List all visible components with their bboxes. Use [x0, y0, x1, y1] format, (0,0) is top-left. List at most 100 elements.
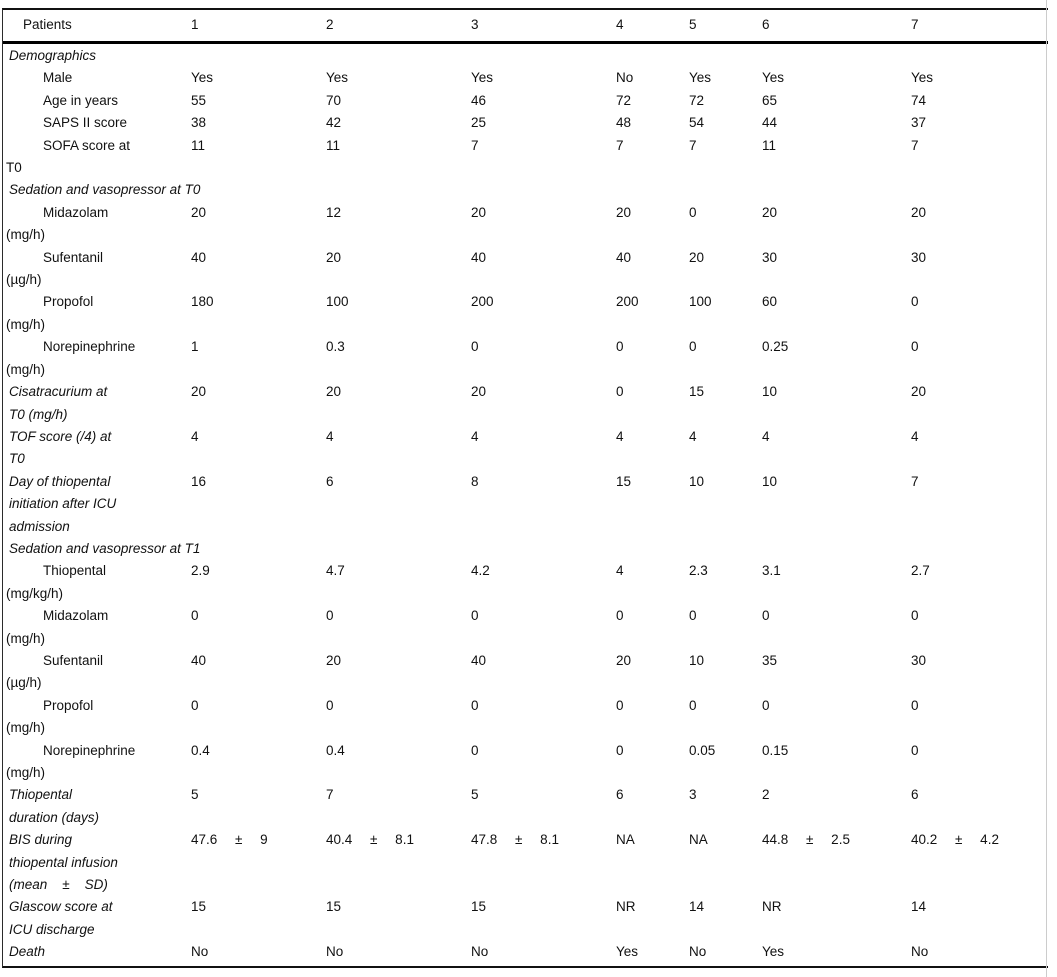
row-label: Day of thiopental initiation after ICU a… [9, 473, 117, 534]
cell-value: 0 [471, 608, 479, 624]
table-row: TOF score (/4) at T0 4 4 4 4 4 4 4 [3, 426, 1048, 471]
cell-value: 0 [762, 697, 770, 713]
cell-value: 47.8 ± 8.1 [471, 832, 559, 848]
cell-value: 0 [616, 339, 624, 355]
row-label: Midazolam (mg/h) [6, 204, 109, 243]
table-row: Midazolam (mg/h) 20 12 20 20 0 20 20 [3, 202, 1048, 247]
cell-value: 72 [616, 92, 632, 108]
cell-value: 0 [762, 608, 770, 624]
cell-value: 40 [616, 249, 632, 265]
cell-value: Yes [911, 70, 934, 86]
cell-value: 40.2 ± 4.2 [911, 832, 999, 848]
cell-value: 15 [471, 899, 487, 915]
row-label: Glascow score at ICU discharge [9, 899, 113, 937]
cell-value: 6 [911, 787, 919, 803]
cell-value: 0 [326, 608, 334, 624]
cell-value: 14 [689, 899, 705, 915]
patient-characteristics-table: Patients 1 2 3 4 5 6 7 Demographics Male Y… [2, 8, 1048, 968]
table-row: Propofol (mg/h) 0 0 0 0 0 0 0 [3, 695, 1048, 740]
cell-value: 40 [191, 249, 207, 265]
cell-value: 44.8 ± 2.5 [762, 832, 850, 848]
cell-value: 30 [911, 652, 927, 668]
cell-value: Yes [191, 70, 214, 86]
row-label: Midazolam (mg/h) [6, 608, 109, 646]
cell-value: 0.15 [762, 742, 789, 758]
cell-value: 200 [471, 294, 494, 310]
cell-value: 7 [911, 473, 919, 489]
cell-value: 4 [911, 428, 919, 444]
row-label: Cisatracurium at T0 (mg/h) [9, 384, 108, 422]
table-row: Age in years 55 70 46 72 72 65 74 [3, 90, 1048, 112]
cell-value: 30 [762, 249, 778, 265]
cell-value: 0.05 [689, 742, 716, 758]
cell-value: 4 [616, 563, 624, 579]
cell-value: 7 [326, 787, 334, 803]
cell-value: 100 [689, 294, 712, 310]
row-label: Sufentanil (µg/h) [6, 249, 104, 288]
cell-value: No [191, 944, 209, 960]
cell-value: 20 [616, 204, 632, 220]
cell-value: NR [762, 899, 782, 915]
section-header-row: Demographics [9, 48, 97, 63]
cell-value: 20 [326, 249, 342, 265]
cell-value: 100 [326, 294, 349, 310]
row-label: Norepinephrine (mg/h) [6, 742, 136, 780]
cell-value: 0 [616, 742, 624, 758]
table-row: SAPS II score 38 42 25 48 54 44 37 [3, 112, 1048, 134]
cell-value: 0 [689, 697, 697, 713]
row-label: SOFA score at T0 [6, 137, 131, 176]
cell-value: 38 [191, 115, 207, 131]
cell-value: 16 [191, 473, 207, 489]
cell-value: No [471, 944, 489, 960]
cell-value: 60 [762, 294, 778, 310]
cell-value: 4 [616, 428, 624, 444]
table-row: Male Yes Yes Yes No Yes Yes Yes [3, 67, 1048, 89]
cell-value: NR [616, 899, 636, 915]
column-header-patient-2: 2 [326, 17, 334, 33]
cell-value: 0 [911, 294, 919, 310]
cell-value: 4 [762, 428, 770, 444]
cell-value: Yes [689, 70, 712, 86]
cell-value: 20 [616, 652, 632, 668]
cell-value: 35 [762, 652, 778, 668]
cell-value: 12 [326, 204, 342, 220]
cell-value: 1 [191, 339, 199, 355]
row-label: Norepinephrine (mg/h) [6, 339, 136, 377]
table-row: Thiopental duration (days) 5 7 5 6 3 2 6 [3, 784, 1048, 829]
table-row: Propofol (mg/h) 180 100 200 200 100 60 0 [3, 291, 1048, 336]
cell-value: 25 [471, 115, 487, 131]
column-header-patient-4: 4 [616, 17, 624, 33]
cell-value: 0 [689, 339, 697, 355]
cell-value: 5 [471, 787, 479, 803]
cell-value: 0.4 [326, 742, 345, 758]
cell-value: 15 [326, 899, 342, 915]
table-row: Norepinephrine (mg/h) 0.4 0.4 0 0 0.05 0.15 0 [3, 740, 1048, 785]
cell-value: 4 [326, 428, 334, 444]
cell-value: 4.7 [326, 563, 345, 579]
cell-value: 0 [689, 608, 697, 624]
cell-value: 0.25 [762, 339, 789, 355]
cell-value: 72 [689, 92, 705, 108]
cell-value: 11 [326, 137, 341, 153]
cell-value: 48 [616, 115, 632, 131]
cell-value: 0 [689, 204, 697, 220]
column-header-patient-6: 6 [762, 17, 770, 33]
table-row: Norepinephrine (mg/h) 1 0.3 0 0 0 0.25 0 [3, 336, 1048, 381]
row-label: Propofol (mg/h) [6, 294, 94, 332]
cell-value: 11 [191, 137, 206, 153]
cell-value: 8 [471, 473, 479, 489]
cell-value: 40 [471, 652, 487, 668]
cell-value: 20 [326, 652, 342, 668]
cell-value: 0 [191, 697, 199, 713]
column-header-patient-7: 7 [911, 17, 919, 33]
cell-value: 40 [191, 652, 207, 668]
table-row: Cisatracurium at T0 (mg/h) 20 20 20 0 15 10 20 [3, 381, 1048, 426]
cell-value: No [689, 944, 707, 960]
table-row: Death No No No Yes No Yes No [3, 941, 1048, 963]
cell-value: 180 [191, 294, 214, 310]
table-row: Glascow score at ICU discharge 15 15 15 NR 14… [3, 896, 1048, 941]
cell-value: 6 [326, 473, 334, 489]
cell-value: 0.3 [326, 339, 345, 355]
section-header-row: Sedation and vasopressor at T0 [9, 182, 201, 198]
cell-value: Yes [471, 70, 494, 86]
